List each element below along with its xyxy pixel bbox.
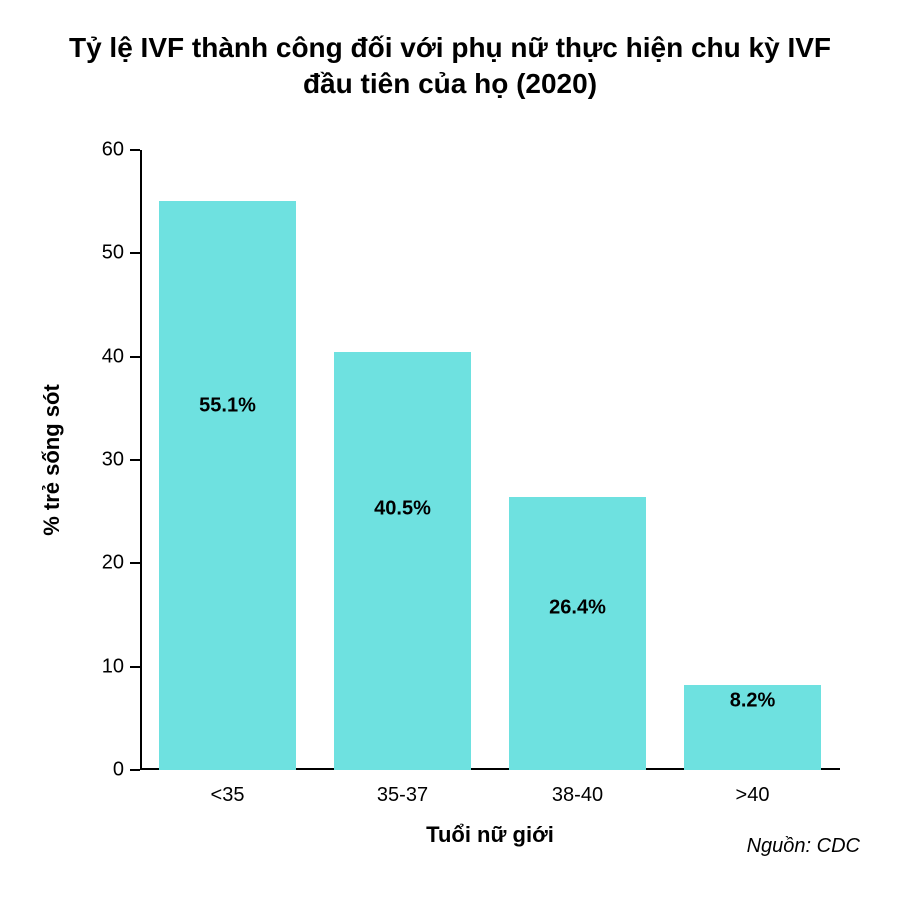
y-axis-label: % trẻ sống sót bbox=[39, 384, 65, 536]
chart-title: Tỷ lệ IVF thành công đối với phụ nữ thực… bbox=[0, 30, 900, 103]
x-tick-label: >40 bbox=[736, 784, 770, 807]
y-tick-label: 40 bbox=[102, 345, 124, 368]
ivf-success-chart: Tỷ lệ IVF thành công đối với phụ nữ thực… bbox=[0, 0, 900, 900]
y-tick bbox=[130, 666, 140, 668]
x-tick-label: 35-37 bbox=[377, 784, 428, 807]
y-tick-label: 30 bbox=[102, 449, 124, 472]
bar-value-label: 55.1% bbox=[159, 395, 296, 418]
bar-value-label: 40.5% bbox=[334, 498, 471, 521]
y-tick-label: 10 bbox=[102, 655, 124, 678]
y-tick-label: 0 bbox=[113, 759, 124, 782]
bar bbox=[334, 352, 471, 771]
x-tick-label: <35 bbox=[211, 784, 245, 807]
bars-group: 55.1% 40.5% 26.4% 8.2% bbox=[140, 150, 840, 770]
bar-value-label: 26.4% bbox=[509, 596, 646, 619]
y-tick bbox=[130, 149, 140, 151]
y-tick-label: 20 bbox=[102, 552, 124, 575]
y-tick-label: 60 bbox=[102, 139, 124, 162]
bar bbox=[159, 201, 296, 770]
plot-area: 55.1%40.5%26.4%8.2% Tuổi nữ giới 0102030… bbox=[140, 150, 840, 770]
y-tick bbox=[130, 562, 140, 564]
y-tick bbox=[130, 252, 140, 254]
x-axis-label: Tuổi nữ giới bbox=[426, 822, 554, 848]
bar-value-label: 8.2% bbox=[684, 689, 821, 712]
x-tick-label: 38-40 bbox=[552, 784, 603, 807]
y-tick bbox=[130, 356, 140, 358]
y-tick bbox=[130, 769, 140, 771]
y-tick bbox=[130, 459, 140, 461]
source-label: Nguồn: CDC bbox=[747, 835, 860, 858]
bar bbox=[509, 497, 646, 770]
y-tick-label: 50 bbox=[102, 242, 124, 265]
